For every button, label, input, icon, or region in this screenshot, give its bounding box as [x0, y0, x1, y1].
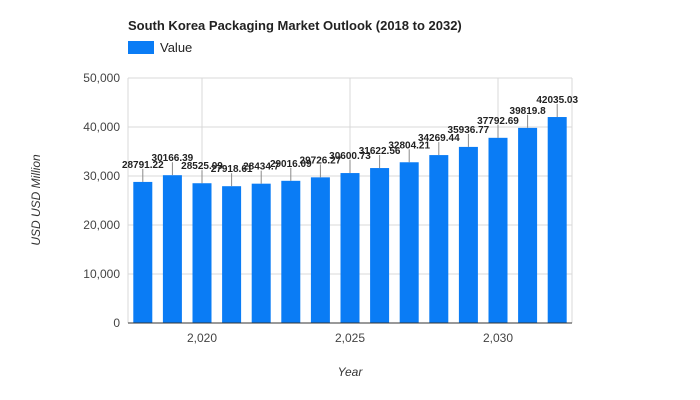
data-label: 35936.77	[448, 125, 490, 136]
chart-title: South Korea Packaging Market Outlook (20…	[128, 18, 462, 33]
bar	[192, 183, 212, 323]
bars-layer	[133, 117, 567, 323]
y-tick-label: 20,000	[83, 218, 120, 232]
axes-layer: 0 10,000 20,000 30,000 40,000 50,000 2,020 2,02…	[83, 71, 572, 345]
bar	[518, 127, 538, 323]
y-tick-label: 40,000	[83, 120, 120, 134]
data-label: 32804.21	[388, 140, 430, 151]
data-label: 37792.69	[477, 116, 519, 127]
x-tick-label: 2,025	[335, 331, 365, 345]
legend-label: Value	[160, 40, 193, 55]
data-label: 30166.39	[152, 153, 194, 164]
data-labels-layer: 28791.2230166.3928525.0927918.6128434.72…	[122, 95, 578, 187]
bar	[340, 173, 360, 323]
x-tick-label: 2,030	[483, 331, 513, 345]
data-label: 29016.09	[270, 159, 312, 170]
data-label: 39819.8	[510, 106, 547, 117]
data-label: 28434.7	[243, 162, 280, 173]
bar	[399, 162, 419, 323]
bar	[281, 180, 301, 323]
bar	[429, 155, 449, 323]
bar	[488, 137, 508, 323]
legend[interactable]: Value	[128, 40, 192, 55]
data-label: 42035.03	[536, 95, 578, 106]
data-label: 28525.09	[181, 161, 223, 172]
y-tick-label: 30,000	[83, 169, 120, 183]
data-label: 29726.27	[300, 155, 342, 166]
data-label: 34269.44	[418, 133, 460, 144]
y-tick-label: 0	[113, 316, 120, 330]
data-label: 30600.73	[329, 151, 371, 162]
data-label: 28791.22	[122, 160, 164, 171]
legend-swatch	[128, 41, 154, 54]
x-tick-label: 2,020	[187, 331, 217, 345]
y-axis-title: USD USD Million	[29, 154, 43, 246]
data-label: 31622.56	[359, 146, 401, 157]
bar	[310, 177, 330, 323]
y-tick-label: 10,000	[83, 267, 120, 281]
bar	[162, 175, 182, 323]
bar	[370, 168, 390, 323]
bar	[133, 181, 153, 323]
bar	[222, 186, 242, 323]
bar	[458, 146, 478, 323]
data-label: 27918.61	[211, 164, 253, 175]
bar	[547, 117, 567, 323]
x-axis-title: Year	[338, 365, 364, 379]
y-tick-label: 50,000	[83, 71, 120, 85]
bar	[251, 183, 271, 323]
